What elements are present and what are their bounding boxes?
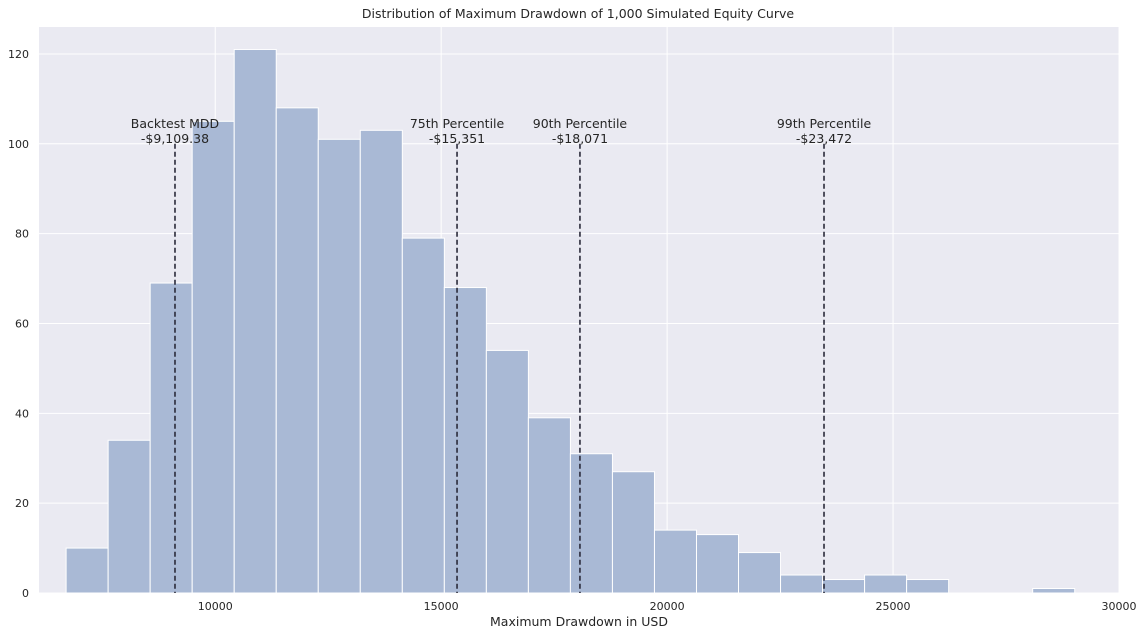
reference-line-value: -$23,472 (796, 131, 852, 146)
histogram-bars (65, 48, 1076, 594)
x-tick-label: 25000 (876, 600, 911, 613)
y-tick-label: 80 (15, 228, 29, 241)
y-tick-label: 60 (15, 317, 29, 330)
reference-line-label: 90th Percentile (533, 116, 628, 131)
reference-line-label: 99th Percentile (777, 116, 872, 131)
histogram-bar (1032, 588, 1076, 594)
histogram-bar (65, 547, 109, 594)
x-tick-label: 20000 (650, 600, 685, 613)
histogram-bar (275, 107, 319, 594)
histogram-bar (906, 579, 950, 594)
y-tick-label: 100 (8, 138, 29, 151)
histogram-bar (738, 552, 782, 594)
histogram-bar (569, 453, 613, 594)
histogram-bar (443, 287, 487, 594)
reference-line-label: 75th Percentile (410, 116, 505, 131)
histogram-bar (233, 48, 277, 594)
reference-line-value: -$9,109.38 (141, 131, 209, 146)
x-tick-label: 15000 (424, 600, 459, 613)
y-tick-label: 120 (8, 48, 29, 61)
histogram-bar (317, 138, 361, 594)
axis-ticks: 10000 15000 20000 25000 30000 0 20 40 60 80 100 120 (8, 48, 1137, 613)
y-tick-label: 0 (22, 587, 29, 600)
histogram-bar (359, 129, 403, 594)
y-tick-label: 40 (15, 407, 29, 420)
histogram-bar (695, 534, 740, 594)
histogram-bar (149, 282, 193, 594)
histogram-bar (401, 237, 445, 594)
histogram-bar (485, 349, 529, 594)
histogram-bar (822, 579, 866, 594)
chart-title: Distribution of Maximum Drawdown of 1,00… (362, 6, 794, 21)
histogram-bar (527, 417, 571, 594)
y-tick-label: 20 (15, 497, 29, 510)
reference-line-label: Backtest MDD (131, 116, 219, 131)
histogram-bar (611, 471, 655, 594)
histogram-bar (780, 574, 824, 594)
reference-line-value: -$18,071 (552, 131, 608, 146)
x-tick-label: 30000 (1102, 600, 1137, 613)
histogram-bar (191, 120, 235, 594)
histogram-bar (864, 574, 908, 594)
histogram-bar (107, 439, 151, 594)
histogram-bar (653, 529, 697, 594)
reference-line-value: -$15,351 (429, 131, 485, 146)
x-axis-label: Maximum Drawdown in USD (490, 614, 668, 629)
x-tick-label: 10000 (198, 600, 233, 613)
